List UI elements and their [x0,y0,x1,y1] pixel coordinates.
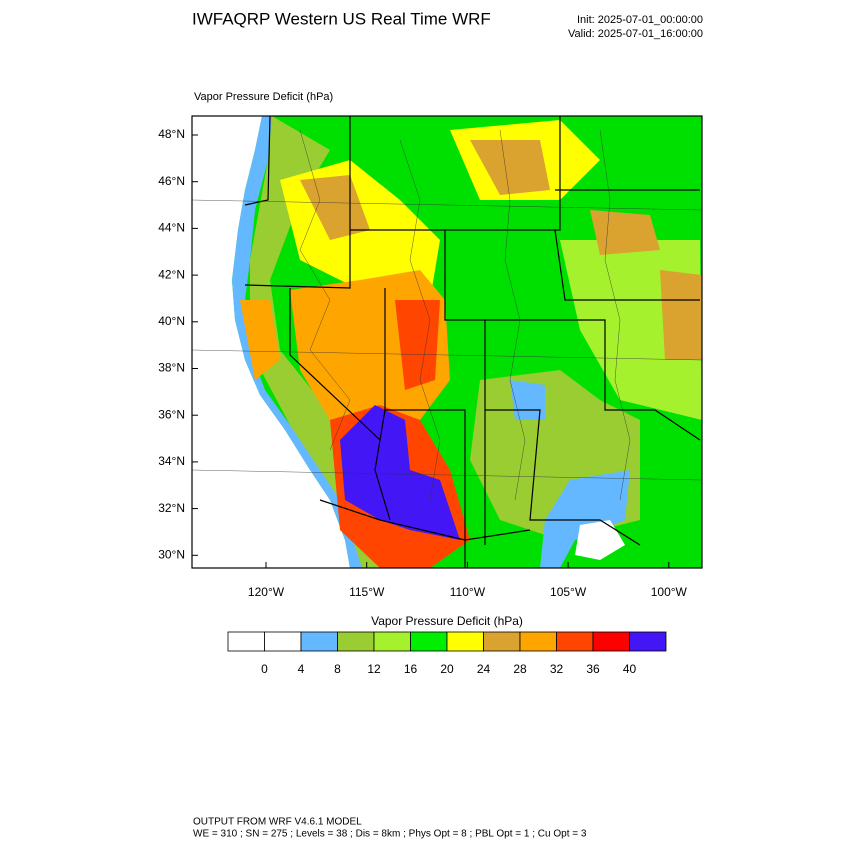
lat-label: 38°N [158,361,185,375]
lat-label: 44°N [158,221,185,235]
lon-label: 105°W [550,585,587,599]
colorbar-label: 24 [477,662,491,676]
lon-label: 115°W [349,585,385,599]
colorbar-label: 32 [550,662,564,676]
lat-label: 48°N [158,127,185,141]
lat-label: 40°N [158,314,185,328]
colorbar-box [300,631,338,652]
lon-label: 110°W [450,585,486,599]
colorbar-box [264,631,302,652]
map-label: Vapor Pressure Deficit (hPa) [194,91,333,103]
colorbar-label: 0 [261,662,268,676]
footer-line: WE = 310 ; SN = 275 ; Levels = 38 ; Dis … [193,829,587,840]
colorbar-label: 28 [513,662,527,676]
colorbar-label: 12 [367,662,381,676]
lat-label: 46°N [158,174,185,188]
lat-label: 34°N [158,454,185,468]
lat-label: 36°N [158,407,185,421]
colorbar-label: 36 [586,662,600,676]
colorbar-box [227,631,265,652]
colorbar-box [337,631,375,652]
lon-label: 100°W [651,585,688,599]
colorbar-box [519,631,557,652]
title: IWFAQRP Western US Real Time WRF [192,9,491,28]
colorbar-label: 20 [440,662,454,676]
colorbar-label: 8 [334,662,341,676]
lat-label: 32°N [158,501,185,515]
colorbar-box [592,631,630,652]
colorbar-box [483,631,521,652]
colorbar-title: Vapor Pressure Deficit (hPa) [371,614,523,628]
colorbar-box [446,631,484,652]
colorbar-label: 40 [623,662,637,676]
lat-label: 30°N [158,547,185,561]
lon-label: 120°W [248,585,285,599]
colorbar-box [556,631,594,652]
valid-time: Valid: 2025-07-01_16:00:00 [568,28,703,40]
colorbar-box [410,631,448,652]
init-time: Init: 2025-07-01_00:00:00 [577,14,703,26]
colorbar-label: 16 [404,662,418,676]
colorbar-box [629,631,667,652]
lat-label: 42°N [158,267,185,281]
map [191,115,703,569]
footer-line: OUTPUT FROM WRF V4.6.1 MODEL [193,817,362,828]
colorbar-label: 4 [298,662,305,676]
colorbar-box [373,631,411,652]
